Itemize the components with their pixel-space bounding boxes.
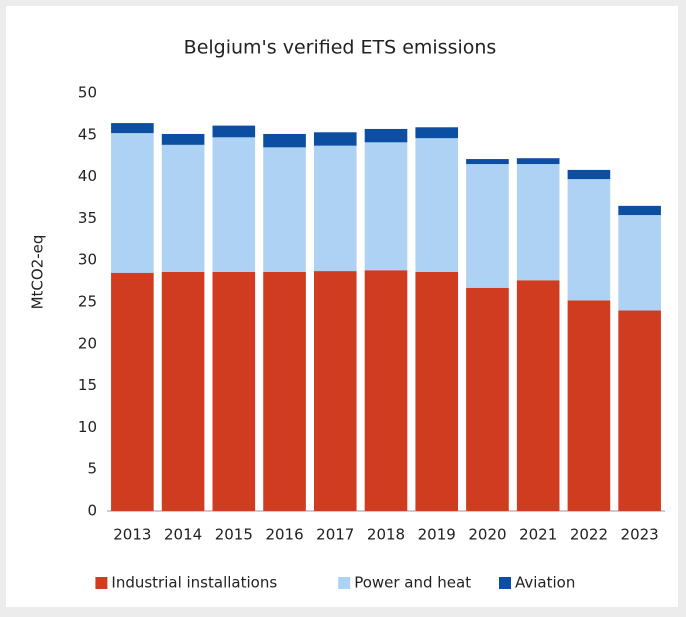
x-tick-label: 2015 <box>215 526 253 544</box>
x-tick-label: 2021 <box>519 526 557 544</box>
legend-label: Power and heat <box>354 574 471 592</box>
y-tick-label: 40 <box>78 167 97 185</box>
bar-segment <box>313 271 357 511</box>
y-tick-label: 35 <box>78 209 97 227</box>
bar-segment <box>263 147 306 272</box>
bar-segment <box>567 300 611 511</box>
y-axis-label: MtCO2-eq <box>29 235 47 310</box>
bar-segment <box>111 133 154 273</box>
bar-segment <box>212 137 256 272</box>
x-tick-label: 2019 <box>418 526 456 544</box>
legend-swatch <box>499 577 511 589</box>
y-tick-label: 20 <box>78 334 97 352</box>
y-tick-label: 0 <box>87 502 97 520</box>
bar-segment <box>618 205 661 216</box>
bar-segment <box>161 144 205 272</box>
bar-segment <box>212 271 256 511</box>
bar-segment <box>516 280 560 511</box>
y-tick-label: 30 <box>78 251 97 269</box>
bar-segment <box>313 132 357 146</box>
bar-segment <box>567 179 611 301</box>
bar-segment <box>212 125 256 138</box>
bar-segment <box>466 159 509 165</box>
bar-segment <box>161 271 205 511</box>
x-tick-label: 2016 <box>265 526 303 544</box>
bar-segment <box>111 123 154 134</box>
bar-segment <box>263 271 306 511</box>
bar-segment <box>618 310 661 511</box>
bar-segment <box>466 164 509 288</box>
y-tick-label: 45 <box>78 125 97 143</box>
y-tick-label: 25 <box>78 293 97 311</box>
bar-segment <box>313 145 357 272</box>
x-tick-label: 2018 <box>367 526 405 544</box>
bar-segment <box>466 287 509 511</box>
y-tick-label: 5 <box>87 460 97 478</box>
bar-segment <box>263 133 306 148</box>
bar-segment <box>415 138 459 272</box>
y-tick-label: 10 <box>78 418 97 436</box>
bar-segment <box>364 270 408 511</box>
legend-swatch <box>338 577 351 589</box>
bar-segment <box>415 271 459 511</box>
x-tick-label: 2014 <box>164 526 202 544</box>
legend-label: Industrial installations <box>111 574 277 592</box>
x-tick-label: 2023 <box>621 526 659 544</box>
bar-segment <box>364 128 408 143</box>
y-tick-label: 15 <box>78 376 97 394</box>
bar-segment <box>516 158 560 165</box>
bar-segment <box>364 142 408 271</box>
chart-title: Belgium's verified ETS emissions <box>184 37 497 59</box>
x-tick-label: 2020 <box>468 526 506 544</box>
x-tick-label: 2017 <box>316 526 354 544</box>
x-tick-label: 2022 <box>570 526 608 544</box>
bar-segment <box>567 169 611 180</box>
y-tick-label: 50 <box>78 84 97 102</box>
legend-label: Aviation <box>515 574 575 592</box>
bar-segment <box>111 272 154 511</box>
bar-segment <box>415 127 459 139</box>
bar-segment <box>618 215 661 311</box>
bar-segment <box>161 133 205 145</box>
bar-segment <box>516 164 560 281</box>
x-tick-label: 2013 <box>113 526 151 544</box>
legend-swatch <box>95 577 108 589</box>
